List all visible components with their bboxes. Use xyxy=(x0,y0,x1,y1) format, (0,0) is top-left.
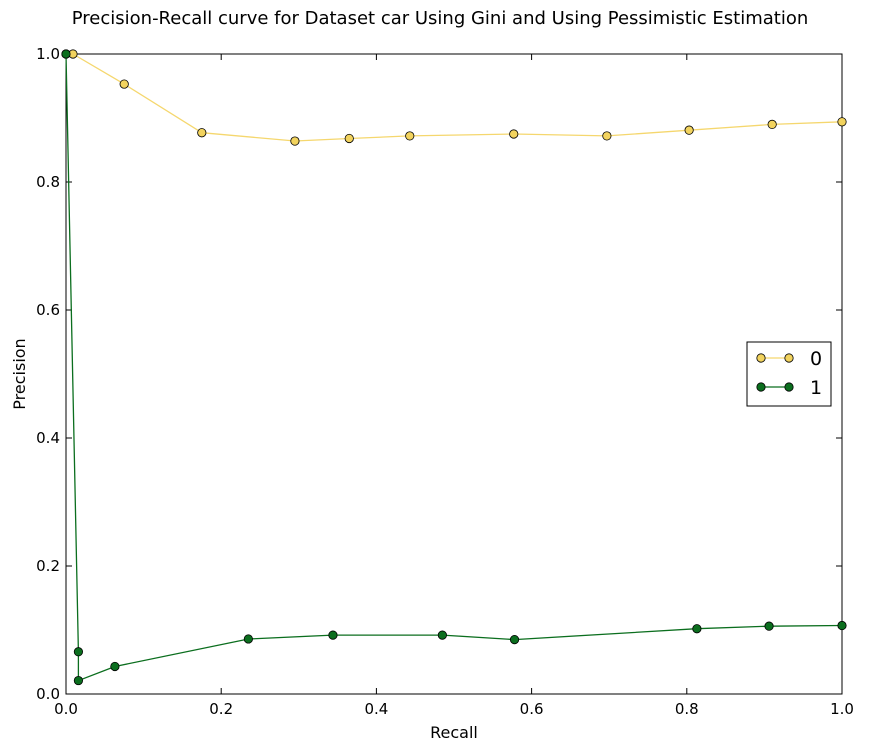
legend-label: 1 xyxy=(810,377,822,399)
tick-labels: 0.0 0.2 0.4 0.6 0.8 1.0 0.0 0.2 0.4 0.6 0.8 1.0 xyxy=(36,45,854,718)
legend-box xyxy=(746,341,832,407)
x-tick-label: 0.0 xyxy=(54,700,78,718)
x-tick-label: 1.0 xyxy=(830,700,854,718)
data-point xyxy=(509,129,519,139)
data-point xyxy=(73,675,84,686)
data-point xyxy=(764,621,774,631)
legend-label: 0 xyxy=(810,348,822,370)
series-line xyxy=(66,53,843,142)
y-tick-label: 0.4 xyxy=(36,429,60,447)
data-point xyxy=(110,661,120,672)
y-tick-label: 0.6 xyxy=(36,301,60,319)
y-tick-label: 1.0 xyxy=(36,45,60,63)
data-point xyxy=(684,125,694,135)
data-point xyxy=(197,128,207,138)
data-point xyxy=(344,133,354,144)
y-tick-label: 0.8 xyxy=(36,173,60,191)
legend-item: 1 xyxy=(756,377,822,399)
x-tick-label: 0.2 xyxy=(209,700,233,718)
chart-title: Precision-Recall curve for Dataset car U… xyxy=(72,8,809,29)
series-1 xyxy=(61,49,847,686)
legend: 01 xyxy=(746,341,832,407)
data-point xyxy=(602,131,612,141)
data-point xyxy=(692,624,702,634)
data-point xyxy=(243,634,253,644)
series-layer xyxy=(61,49,847,686)
data-point xyxy=(119,79,129,89)
y-tick-label: 0.2 xyxy=(36,557,60,575)
legend-item: 0 xyxy=(756,348,822,370)
data-point xyxy=(509,634,520,645)
data-point xyxy=(405,131,415,141)
y-axis-label: Precision xyxy=(10,338,29,409)
x-axis-label: Recall xyxy=(430,723,478,742)
legend-marker xyxy=(784,382,794,392)
x-tick-label: 0.4 xyxy=(364,700,388,718)
data-point xyxy=(437,630,447,640)
data-point xyxy=(328,630,338,640)
x-tick-label: 0.6 xyxy=(520,700,544,718)
plot-frame xyxy=(65,53,843,695)
data-point xyxy=(837,620,847,631)
legend-marker xyxy=(756,382,766,392)
legend-marker xyxy=(784,353,794,363)
x-tick-label: 0.8 xyxy=(675,700,699,718)
y-tick-label: 0.0 xyxy=(36,685,60,703)
data-point xyxy=(61,49,71,59)
data-point xyxy=(290,136,300,146)
data-point xyxy=(73,647,84,657)
legend-marker xyxy=(756,353,766,363)
data-point xyxy=(767,119,777,130)
data-point xyxy=(837,117,847,127)
